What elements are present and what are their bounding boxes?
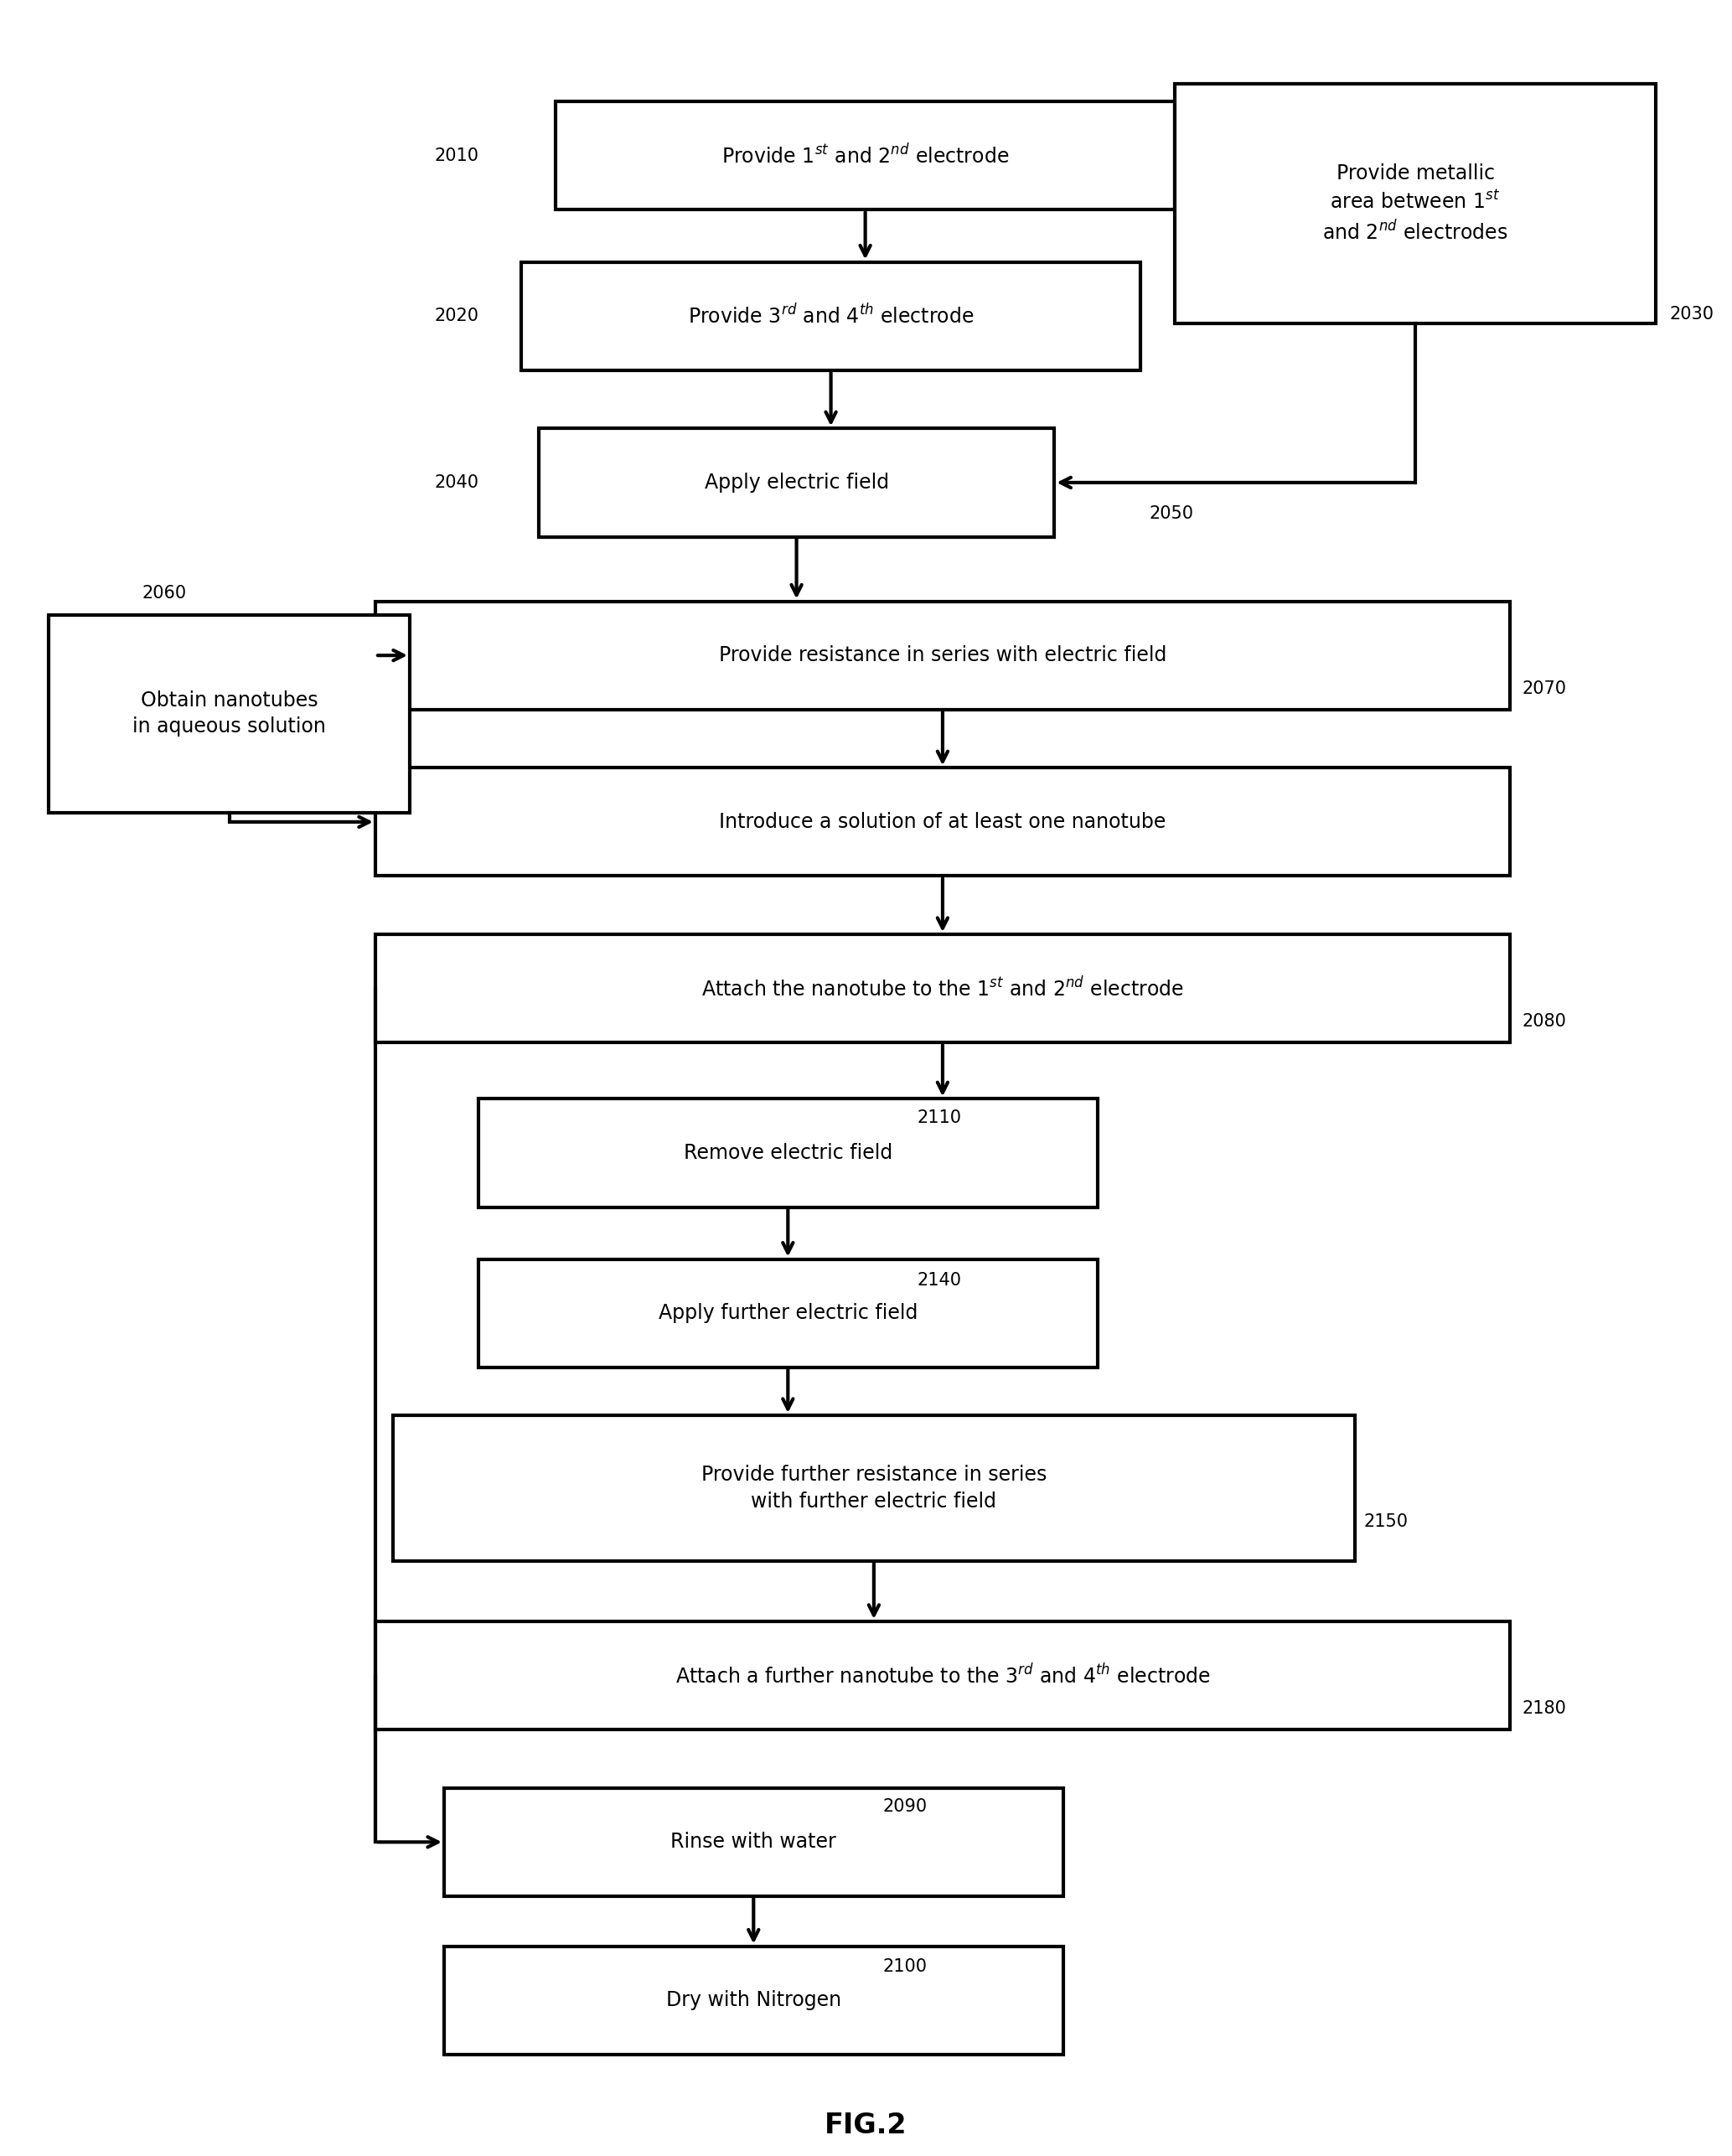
Text: 2150: 2150 <box>1363 1514 1408 1531</box>
Text: FIG.2: FIG.2 <box>824 2111 906 2139</box>
Text: 2100: 2100 <box>883 1958 927 1975</box>
Text: 2080: 2080 <box>1522 1013 1566 1031</box>
Bar <box>376 768 1510 875</box>
Text: 2050: 2050 <box>1148 505 1193 522</box>
Text: Remove electric field: Remove electric field <box>684 1143 892 1162</box>
Bar <box>478 1100 1098 1207</box>
Bar <box>376 1621 1510 1729</box>
Text: Provide 3$^{rd}$ and 4$^{th}$ electrode: Provide 3$^{rd}$ and 4$^{th}$ electrode <box>688 304 973 328</box>
Bar <box>521 261 1140 371</box>
Text: Apply further electric field: Apply further electric field <box>658 1302 918 1324</box>
Text: 2110: 2110 <box>916 1108 961 1125</box>
Bar <box>443 1947 1063 2055</box>
Bar <box>376 934 1510 1044</box>
Text: 2040: 2040 <box>435 474 478 492</box>
Bar <box>556 101 1174 209</box>
Text: 2020: 2020 <box>435 308 478 323</box>
Text: Apply electric field: Apply electric field <box>705 472 889 492</box>
Text: Attach a further nanotube to the 3$^{rd}$ and 4$^{th}$ electrode: Attach a further nanotube to the 3$^{rd}… <box>675 1664 1211 1688</box>
Bar <box>539 429 1055 537</box>
Text: 2030: 2030 <box>1670 306 1715 321</box>
Text: 2180: 2180 <box>1522 1701 1566 1716</box>
Bar <box>1174 84 1656 323</box>
Text: Attach the nanotube to the 1$^{st}$ and 2$^{nd}$ electrode: Attach the nanotube to the 1$^{st}$ and … <box>701 977 1185 1000</box>
Text: 2070: 2070 <box>1522 681 1566 696</box>
Text: Provide 1$^{st}$ and 2$^{nd}$ electrode: Provide 1$^{st}$ and 2$^{nd}$ electrode <box>722 144 1010 168</box>
Bar <box>478 1259 1098 1367</box>
Bar <box>443 1787 1063 1895</box>
Bar <box>48 614 410 813</box>
Text: Provide resistance in series with electric field: Provide resistance in series with electr… <box>719 645 1167 666</box>
Text: 2140: 2140 <box>916 1272 961 1289</box>
Text: 2010: 2010 <box>435 147 478 164</box>
Text: 2060: 2060 <box>142 584 187 602</box>
Text: Provide further resistance in series
with further electric field: Provide further resistance in series wit… <box>701 1464 1046 1511</box>
Bar <box>393 1414 1354 1561</box>
Bar <box>376 602 1510 709</box>
Text: Introduce a solution of at least one nanotube: Introduce a solution of at least one nan… <box>719 813 1166 832</box>
Text: 2090: 2090 <box>883 1798 927 1815</box>
Text: Obtain nanotubes
in aqueous solution: Obtain nanotubes in aqueous solution <box>133 690 326 737</box>
Text: Provide metallic
area between 1$^{st}$
and 2$^{nd}$ electrodes: Provide metallic area between 1$^{st}$ a… <box>1323 164 1509 244</box>
Text: Rinse with water: Rinse with water <box>670 1833 837 1852</box>
Text: Dry with Nitrogen: Dry with Nitrogen <box>665 1990 842 2009</box>
